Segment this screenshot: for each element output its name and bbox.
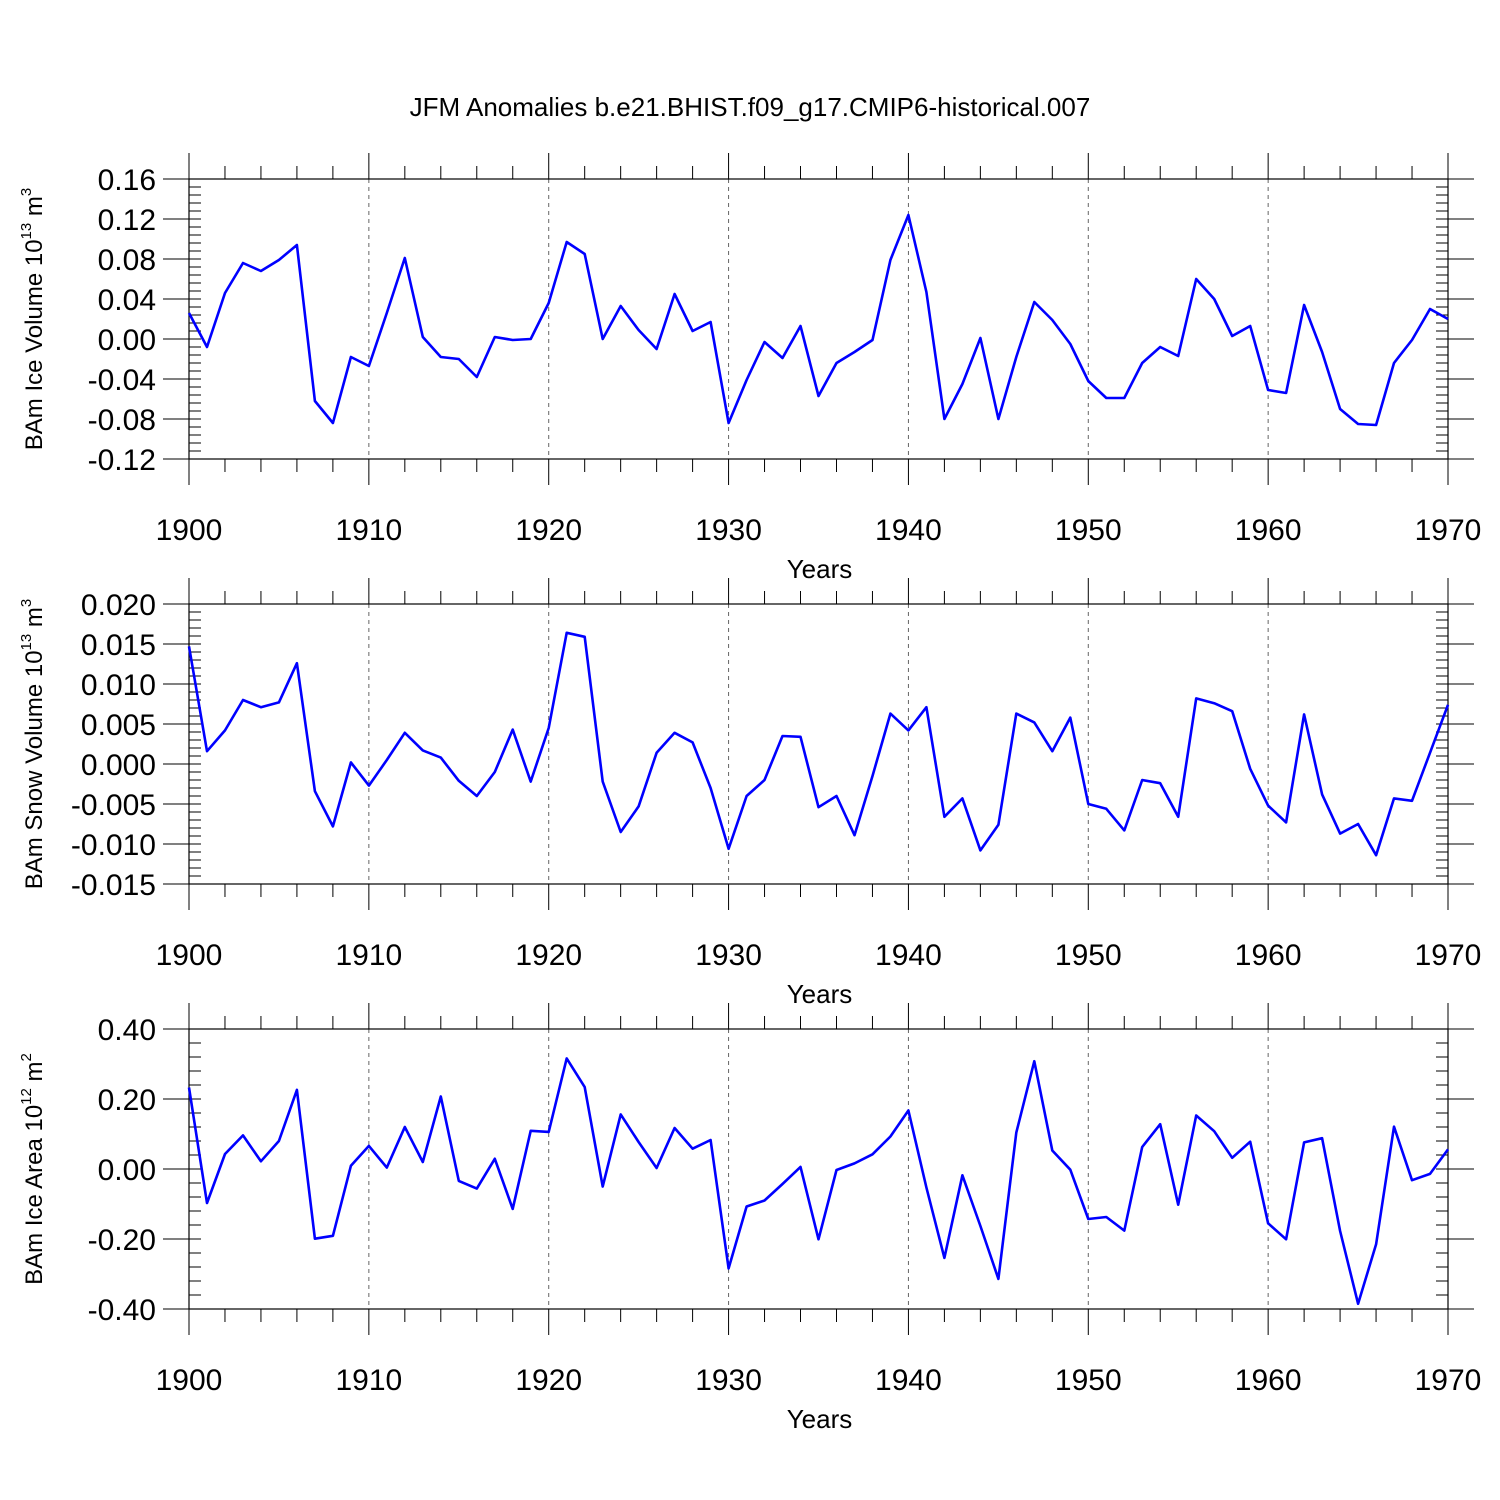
y-axis-label: BAm Snow Volume 1013 m3 <box>18 599 48 890</box>
y-tick-label: -0.08 <box>88 404 156 437</box>
x-tick-label: 1920 <box>515 939 582 972</box>
x-tick-label: 1900 <box>156 1364 223 1397</box>
x-tick-label: 1950 <box>1055 939 1122 972</box>
x-tick-label: 1970 <box>1415 514 1482 547</box>
y-axis-label-text: m <box>21 1061 48 1088</box>
series-line <box>187 213 1449 427</box>
y-tick-label: -0.005 <box>71 789 156 822</box>
y-tick-label: 0.12 <box>98 204 156 237</box>
plot-frame <box>188 603 1449 885</box>
panel-2: 0.020 0.015 0.010 0.005 0.000 -0.005 -0.010 -0.… <box>18 578 1481 1009</box>
y-tick-label: -0.40 <box>88 1294 156 1327</box>
y-tick-label: 0.04 <box>98 284 156 317</box>
y-axis-label-superscript: 13 <box>18 634 35 651</box>
y-axis-label-superscript: 3 <box>18 599 35 607</box>
y-tick-label: -0.015 <box>71 869 156 902</box>
x-axis-label: Years <box>787 1404 853 1434</box>
x-tick-label: 1940 <box>875 514 942 547</box>
x-tick-label: 1940 <box>875 939 942 972</box>
x-axis-label: Years <box>787 554 853 584</box>
y-tick-label: 0.015 <box>81 629 156 662</box>
series-line <box>187 1057 1450 1306</box>
y-axis-label-superscript: 12 <box>18 1088 35 1105</box>
x-tick-label: 1930 <box>695 514 762 547</box>
x-tick-label: 1960 <box>1235 1364 1302 1397</box>
y-tick-label: 0.020 <box>81 589 156 622</box>
y-tick-label: -0.04 <box>88 364 156 397</box>
x-tick-label: 1930 <box>695 1364 762 1397</box>
chart-panels: 0.16 0.12 0.08 0.04 0.00 -0.04 -0.08 -0.12 1900 1… <box>18 153 1481 1434</box>
y-tick-label: 0.000 <box>81 749 156 782</box>
x-tick-label: 1900 <box>156 939 223 972</box>
x-tick-label: 1960 <box>1235 939 1302 972</box>
y-axis-label-text: BAm Snow Volume 10 <box>21 650 48 889</box>
y-axis-label-text: m <box>21 196 48 223</box>
y-tick-label: 0.20 <box>98 1084 156 1117</box>
y-axis-label: BAm Ice Volume 1013 m3 <box>18 188 48 450</box>
y-tick-label: -0.010 <box>71 829 156 862</box>
x-tick-label: 1930 <box>695 939 762 972</box>
chart-title: JFM Anomalies b.e21.BHIST.f09_g17.CMIP6-… <box>410 92 1091 122</box>
y-axis-label-superscript: 13 <box>18 223 35 240</box>
x-tick-label: 1910 <box>335 514 402 547</box>
y-tick-label: 0.00 <box>98 1154 156 1187</box>
x-tick-label: 1960 <box>1235 514 1302 547</box>
x-tick-label: 1970 <box>1415 1364 1482 1397</box>
x-tick-label: 1950 <box>1055 1364 1122 1397</box>
x-tick-label: 1920 <box>515 1364 582 1397</box>
y-axis-label-text: BAm Ice Volume 10 <box>21 239 48 450</box>
y-axis-label: BAm Ice Area 1012 m2 <box>18 1053 48 1285</box>
x-axis-label: Years <box>787 979 853 1009</box>
y-tick-label: 0.40 <box>98 1014 156 1047</box>
y-tick-label: 0.16 <box>98 164 156 197</box>
y-tick-label: -0.20 <box>88 1224 156 1257</box>
x-tick-label: 1910 <box>335 1364 402 1397</box>
y-tick-label: 0.08 <box>98 244 156 277</box>
x-tick-label: 1900 <box>156 514 223 547</box>
y-axis-label-superscript: 2 <box>18 1053 35 1061</box>
panel-1: 0.16 0.12 0.08 0.04 0.00 -0.04 -0.08 -0.12 1900 1… <box>18 153 1481 584</box>
x-tick-label: 1970 <box>1415 939 1482 972</box>
plot-frame <box>188 178 1449 460</box>
y-tick-label: 0.005 <box>81 709 156 742</box>
y-tick-label: 0.010 <box>81 669 156 702</box>
x-tick-label: 1950 <box>1055 514 1122 547</box>
x-tick-label: 1940 <box>875 1364 942 1397</box>
y-axis-label-superscript: 3 <box>18 188 35 196</box>
y-axis-label-text: BAm Ice Area 10 <box>21 1105 48 1285</box>
plot-frame <box>188 1028 1449 1310</box>
y-tick-label: 0.00 <box>98 324 156 357</box>
x-tick-label: 1920 <box>515 514 582 547</box>
y-axis-label-text: m <box>21 607 48 634</box>
y-tick-label: -0.12 <box>88 444 156 477</box>
x-tick-label: 1910 <box>335 939 402 972</box>
panel-3: 0.40 0.20 0.00 -0.20 -0.40 1900 1910 1920 1930 19… <box>18 1003 1481 1434</box>
series-line <box>187 631 1450 857</box>
